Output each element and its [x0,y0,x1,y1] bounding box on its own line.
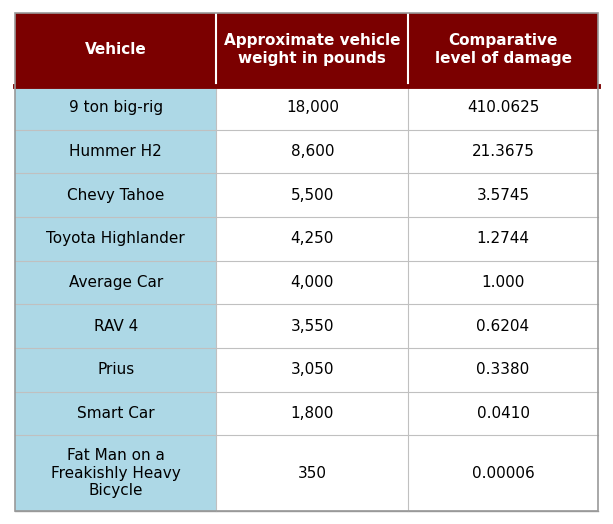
FancyBboxPatch shape [216,304,408,348]
FancyBboxPatch shape [216,129,408,173]
Text: Prius: Prius [97,362,134,377]
FancyBboxPatch shape [216,260,408,304]
Text: 3.5745: 3.5745 [476,188,530,203]
FancyBboxPatch shape [15,391,216,435]
FancyBboxPatch shape [15,86,216,129]
Text: 8,600: 8,600 [291,144,334,159]
Text: 0.0410: 0.0410 [476,406,530,421]
Text: 0.00006: 0.00006 [471,465,535,481]
FancyBboxPatch shape [15,173,216,217]
Text: 0.3380: 0.3380 [476,362,530,377]
FancyBboxPatch shape [408,129,598,173]
Text: RAV 4: RAV 4 [94,319,138,334]
Text: 410.0625: 410.0625 [467,100,539,115]
Text: 18,000: 18,000 [286,100,339,115]
FancyBboxPatch shape [408,435,598,511]
FancyBboxPatch shape [15,348,216,391]
Text: Approximate vehicle
weight in pounds: Approximate vehicle weight in pounds [224,34,400,66]
FancyBboxPatch shape [15,129,216,173]
Text: Vehicle: Vehicle [85,42,147,57]
FancyBboxPatch shape [408,391,598,435]
FancyBboxPatch shape [15,260,216,304]
FancyBboxPatch shape [216,217,408,260]
Text: 5,500: 5,500 [291,188,334,203]
FancyBboxPatch shape [216,86,408,129]
Text: Smart Car: Smart Car [77,406,154,421]
Text: 1.2744: 1.2744 [476,231,530,246]
Text: Average Car: Average Car [69,275,163,290]
FancyBboxPatch shape [408,260,598,304]
Text: 9 ton big-rig: 9 ton big-rig [69,100,163,115]
FancyBboxPatch shape [408,217,598,260]
Text: Comparative
level of damage: Comparative level of damage [435,34,571,66]
Text: Fat Man on a
Freakishly Heavy
Bicycle: Fat Man on a Freakishly Heavy Bicycle [51,448,181,498]
Text: 1.000: 1.000 [481,275,525,290]
FancyBboxPatch shape [216,348,408,391]
FancyBboxPatch shape [15,304,216,348]
FancyBboxPatch shape [15,13,216,86]
Text: 4,250: 4,250 [291,231,334,246]
Text: 4,000: 4,000 [291,275,334,290]
FancyBboxPatch shape [15,217,216,260]
FancyBboxPatch shape [216,13,408,86]
Text: 21.3675: 21.3675 [471,144,535,159]
FancyBboxPatch shape [408,304,598,348]
Text: Hummer H2: Hummer H2 [69,144,162,159]
Text: Toyota Highlander: Toyota Highlander [47,231,185,246]
Text: 1,800: 1,800 [291,406,334,421]
Text: 3,050: 3,050 [291,362,334,377]
FancyBboxPatch shape [408,348,598,391]
FancyBboxPatch shape [408,86,598,129]
Text: 0.6204: 0.6204 [476,319,530,334]
FancyBboxPatch shape [216,435,408,511]
FancyBboxPatch shape [408,173,598,217]
Text: 3,550: 3,550 [291,319,334,334]
FancyBboxPatch shape [216,173,408,217]
Text: 350: 350 [298,465,327,481]
Text: Chevy Tahoe: Chevy Tahoe [67,188,164,203]
FancyBboxPatch shape [216,391,408,435]
FancyBboxPatch shape [408,13,598,86]
FancyBboxPatch shape [15,435,216,511]
